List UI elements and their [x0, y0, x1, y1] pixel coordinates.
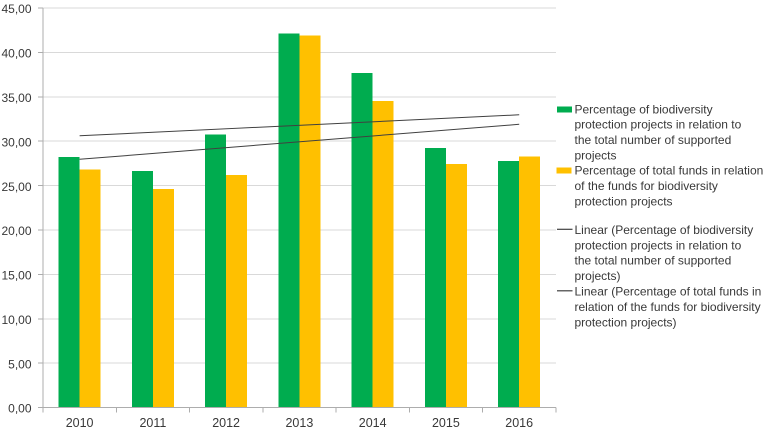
svg-text:15,00: 15,00: [1, 269, 31, 283]
svg-text:projects: projects: [575, 148, 617, 162]
svg-text:Percentage of total funds in r: Percentage of total funds in relation: [575, 164, 764, 178]
svg-text:protection projects in relatio: protection projects in relation to: [575, 118, 742, 132]
svg-text:45,00: 45,00: [1, 2, 31, 16]
svg-text:of the funds for biodiversity: of the funds for biodiversity: [575, 179, 718, 193]
svg-text:10,00: 10,00: [1, 313, 31, 327]
svg-text:2011: 2011: [139, 416, 166, 430]
svg-text:Percentage of biodiversity: Percentage of biodiversity: [575, 102, 713, 116]
svg-text:2014: 2014: [359, 416, 387, 430]
svg-text:the total number of supported: the total number of supported: [575, 254, 732, 268]
svg-text:the total number of supported: the total number of supported: [575, 133, 732, 147]
svg-text:20,00: 20,00: [1, 224, 31, 238]
svg-text:2015: 2015: [432, 416, 460, 430]
svg-text:35,00: 35,00: [1, 91, 31, 105]
svg-text:relation of the funds for biod: relation of the funds for biodiversity: [575, 300, 761, 314]
svg-text:0,00: 0,00: [8, 402, 32, 416]
svg-text:40,00: 40,00: [1, 47, 31, 61]
svg-text:2012: 2012: [212, 416, 240, 430]
svg-text:2016: 2016: [505, 416, 533, 430]
svg-text:Linear (Percentage of biodiver: Linear (Percentage of biodiversity: [575, 223, 754, 237]
svg-text:2010: 2010: [66, 416, 94, 430]
svg-text:30,00: 30,00: [1, 135, 31, 149]
svg-text:25,00: 25,00: [1, 180, 31, 194]
svg-text:2013: 2013: [285, 416, 313, 430]
svg-text:protection projects): protection projects): [575, 315, 677, 329]
svg-text:projects): projects): [575, 269, 621, 283]
svg-text:Linear (Percentage of total fu: Linear (Percentage of total funds in: [575, 285, 762, 299]
svg-text:5,00: 5,00: [8, 357, 32, 371]
svg-text:protection projects in relatio: protection projects in relation to: [575, 238, 742, 252]
svg-text:protection projects: protection projects: [575, 194, 673, 208]
